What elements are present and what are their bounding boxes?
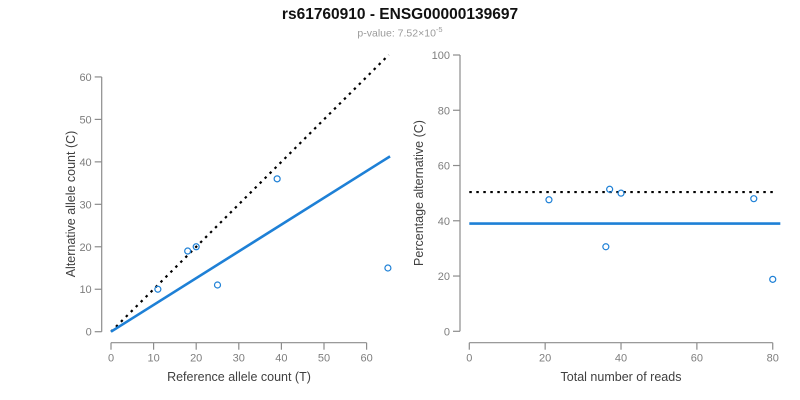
pvalue-exponent: -5 — [435, 25, 443, 34]
x-tick-label: 80 — [767, 353, 779, 365]
data-point — [213, 281, 222, 289]
x-tick-label: 40 — [275, 353, 287, 365]
y-axis-title: Alternative allele count (C) — [64, 131, 78, 278]
data-point — [273, 175, 281, 183]
x-tick-label: 60 — [691, 353, 703, 365]
x-tick-label: 10 — [147, 353, 159, 365]
y-tick-label: 60 — [79, 72, 91, 84]
x-tick-label: 0 — [466, 353, 472, 365]
x-tick-label: 20 — [539, 353, 551, 365]
x-axis-title: Reference allele count (T) — [167, 370, 311, 384]
y-axis-title: Percentage alternative (C) — [412, 120, 426, 266]
y-tick-label: 60 — [438, 161, 450, 173]
x-tick-label: 0 — [108, 353, 114, 365]
x-tick-label: 30 — [233, 353, 245, 365]
data-point — [769, 275, 777, 283]
y-tick-label: 100 — [432, 50, 450, 62]
y-tick-label: 30 — [79, 199, 91, 211]
x-tick-label: 40 — [615, 353, 627, 365]
panel-percentage-vs-coverage: 0 20 40 60 80 0 20 40 60 80 100 Total number of rea… — [412, 50, 781, 384]
data-point — [192, 243, 200, 251]
y-tick-label: 40 — [79, 157, 91, 169]
panel-allele-counts: 0 10 20 30 40 50 60 0 10 20 30 40 50 60 Reference alle… — [64, 54, 392, 384]
x-tick-label: 60 — [360, 353, 372, 365]
y-tick-label: 0 — [444, 326, 450, 338]
figure-title: rs61760910 - ENSG00000139697 — [281, 6, 519, 23]
data-point — [384, 264, 392, 272]
y-tick-label: 10 — [79, 284, 91, 296]
data-point — [154, 285, 162, 293]
y-tick-label: 20 — [79, 242, 91, 254]
data-point — [602, 243, 610, 251]
y-tick-label: 20 — [438, 271, 450, 283]
data-point — [545, 196, 553, 204]
identity-line — [110, 54, 390, 333]
x-tick-label: 20 — [190, 353, 202, 365]
x-tick-label: 50 — [318, 353, 330, 365]
y-tick-label: 80 — [438, 105, 450, 117]
y-tick-label: 0 — [86, 327, 92, 339]
data-point — [606, 185, 614, 193]
y-tick-label: 40 — [438, 216, 450, 228]
data-point — [617, 189, 625, 197]
pvalue-text: p-value: 7.52×10 — [357, 27, 436, 40]
data-point — [184, 247, 192, 255]
x-axis-title: Total number of reads — [561, 370, 682, 384]
y-tick-label: 50 — [79, 114, 91, 126]
data-point — [750, 195, 758, 203]
fit-line — [110, 155, 391, 333]
figure-subtitle: p-value: 7.52×10-5 — [0, 25, 800, 40]
